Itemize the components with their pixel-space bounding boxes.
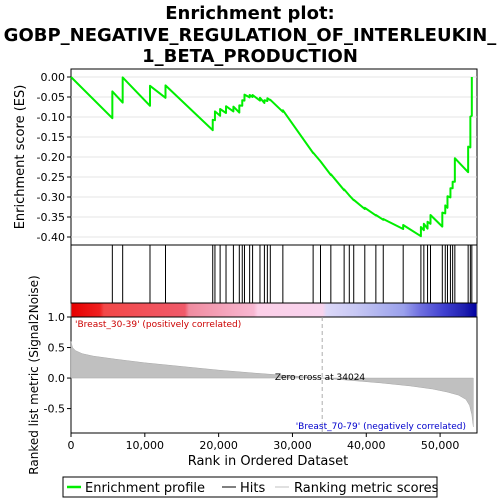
ranking-metric-area	[70, 341, 474, 427]
hit-markers	[111, 245, 473, 303]
es-y-tick-label: -0.25	[37, 171, 65, 184]
chart-title-line-2: GOBP_NEGATIVE_REGULATION_OF_INTERLEUKIN_	[4, 25, 497, 46]
zero-cross-label: Zero cross at 34024	[275, 373, 366, 383]
metric-y-tick-label: 1.0	[48, 311, 66, 324]
es-y-tick-label: -0.30	[37, 191, 65, 204]
es-y-tick-label: -0.10	[37, 111, 65, 124]
negative-correlation-label: 'Breast_70-79' (negatively correlated)	[296, 422, 466, 432]
chart-title-line-3: 1_BETA_PRODUCTION	[142, 46, 358, 67]
x-tick-label: 50,000	[421, 439, 460, 452]
es-y-tick-label: -0.20	[37, 151, 65, 164]
legend-label-metric: Ranking metric scores	[294, 481, 439, 496]
chart-title-line-1: Enrichment plot:	[165, 3, 335, 24]
x-tick-label: 20,000	[199, 439, 238, 452]
enrichment-profile-line	[70, 76, 473, 238]
es-y-tick-label: -0.05	[37, 91, 65, 104]
x-tick-label: 0	[68, 439, 75, 452]
es-y-tick-label: 0.00	[41, 71, 66, 84]
legend-label-hits: Hits	[240, 481, 265, 496]
x-tick-label: 10,000	[126, 439, 165, 452]
x-tick-label: 40,000	[347, 439, 386, 452]
es-y-axis-title: Enrichment score (ES)	[13, 85, 28, 230]
rank-color-bar	[71, 303, 477, 317]
metric-y-tick-label: -0.5	[44, 403, 65, 416]
es-grid	[71, 76, 477, 238]
x-axis: 0 10,000 20,000 30,000 40,000 50,000	[68, 433, 460, 452]
hits-panel-frame	[70, 244, 478, 304]
es-y-tick-label: -0.15	[37, 131, 65, 144]
x-axis-title: Rank in Ordered Dataset	[188, 454, 349, 469]
metric-y-axis: 1.0 0.5 0.0 -0.5	[44, 311, 71, 416]
x-tick-label: 30,000	[273, 439, 312, 452]
metric-y-axis-title: Ranked list metric (Signal2Noise)	[27, 275, 41, 474]
legend: Enrichment profile Hits Ranking metric s…	[62, 476, 439, 498]
metric-y-tick-label: 0.0	[48, 372, 66, 385]
metric-y-tick-label: 0.5	[48, 342, 66, 355]
legend-frame	[62, 476, 438, 498]
es-y-axis: 0.00 -0.05 -0.10 -0.15 -0.20 -0.25 -0.30 -0.35 -…	[37, 71, 71, 244]
positive-correlation-label: 'Breast_30-39' (positively correlated)	[75, 320, 241, 330]
es-y-tick-label: -0.35	[37, 211, 65, 224]
es-y-tick-label: -0.40	[37, 231, 65, 244]
legend-label-enrichment: Enrichment profile	[85, 481, 205, 496]
